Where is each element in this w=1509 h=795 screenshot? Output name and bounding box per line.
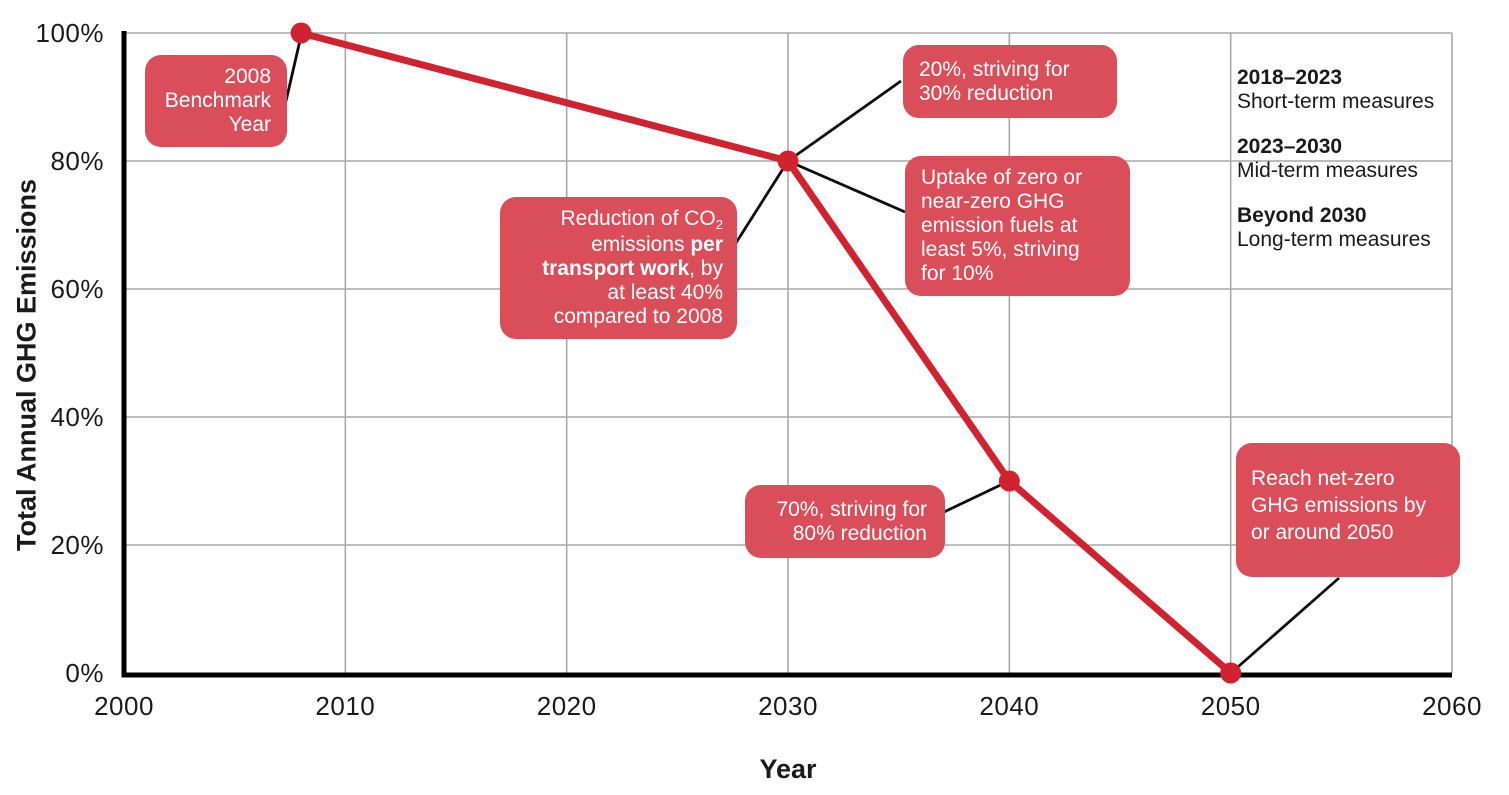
annotation-connector (284, 35, 303, 102)
callout-line: Reach net-zero (1251, 467, 1395, 490)
callout-70pct-striving-80pct: 70%, striving for 80% reduction (745, 485, 945, 558)
x-tick-label: 2020 (536, 691, 597, 721)
callout-line: Benchmark (164, 89, 271, 112)
data-point-2050 (1220, 662, 1242, 684)
emissions-pathway-line (297, 29, 1235, 677)
annotation-connector (787, 79, 902, 163)
callout-line: at least 40% (607, 281, 723, 304)
callout-line: 20%, striving for (919, 57, 1070, 81)
callout-2008-benchmark-year: 2008 Benchmark Year (145, 55, 287, 147)
legend-label: Short-term measures (1237, 90, 1435, 113)
callout-net-zero-2050: Reach net-zero GHG emissions by or aroun… (1236, 443, 1460, 577)
annotation-connector (1230, 576, 1340, 675)
callout-zero-emission-fuels-uptake: Uptake of zero or near-zero GHG emission… (905, 156, 1130, 296)
x-tick-label: 2030 (758, 691, 818, 721)
x-axis-title: Year (759, 754, 817, 784)
callout-line: 80% reduction (792, 521, 927, 545)
y-tick-label: 60% (50, 274, 104, 304)
x-tick-label: 2040 (979, 691, 1040, 721)
callout-line: compared to 2008 (553, 305, 723, 328)
callout-line: near-zero GHG (921, 190, 1065, 213)
x-tick-label: 2000 (94, 691, 154, 721)
legend-item-mid-term: 2023–2030 Mid-term measures (1237, 135, 1434, 183)
co2-subscript: 2 (715, 216, 723, 232)
legend-period: 2023–2030 (1237, 135, 1343, 158)
y-tick-label: 20% (50, 530, 104, 560)
callout-line: or around 2050 (1251, 521, 1394, 544)
callout-line: Uptake of zero or (921, 166, 1083, 189)
callout-line: least 5%, striving (921, 238, 1080, 261)
callout-line: Reduction of CO2 (560, 207, 724, 232)
x-tick-label: 2060 (1422, 691, 1482, 721)
callout-20pct-striving-30pct: 20%, striving for 30% reduction (903, 45, 1117, 118)
callout-line: 2008 (224, 65, 271, 88)
legend-label: Long-term measures (1237, 228, 1431, 251)
callout-line: transport work, by (542, 257, 723, 280)
y-tick-label: 80% (50, 146, 104, 176)
y-tick-label: 100% (35, 18, 104, 48)
measures-timeline-legend: 2018–2023 Short-term measures 2023–2030 … (1237, 66, 1434, 252)
data-point-2030 (777, 150, 799, 172)
y-tick-label: 40% (50, 402, 104, 432)
x-tick-label: 2050 (1200, 691, 1261, 721)
y-axis-title: Total Annual GHG Emissions (11, 178, 42, 552)
annotation-connector (943, 479, 1010, 514)
callout-line: emission fuels at (921, 214, 1078, 237)
annotation-connector (787, 159, 906, 214)
legend-period: 2018–2023 (1237, 66, 1343, 89)
legend-label: Mid-term measures (1237, 159, 1418, 182)
y-tick-label: 0% (65, 658, 104, 688)
x-tick-label: 2010 (315, 691, 376, 721)
callout-line: GHG emissions by (1251, 494, 1427, 517)
legend-period: Beyond 2030 (1237, 204, 1367, 227)
callout-line: for 10% (921, 262, 994, 285)
legend-item-long-term: Beyond 2030 Long-term measures (1237, 204, 1434, 252)
annotation-connector (725, 160, 790, 258)
callout-line: emissions per (591, 233, 723, 256)
callout-line: 30% reduction (919, 81, 1054, 105)
data-point-2008 (290, 22, 312, 44)
data-point-2040 (998, 470, 1020, 492)
callout-line: Year (228, 113, 271, 136)
callout-co2-reduction-target: Reduction of CO2 emissions per transport… (500, 197, 737, 339)
callout-line: 70%, striving for (776, 497, 927, 521)
legend-item-short-term: 2018–2023 Short-term measures (1237, 66, 1434, 114)
